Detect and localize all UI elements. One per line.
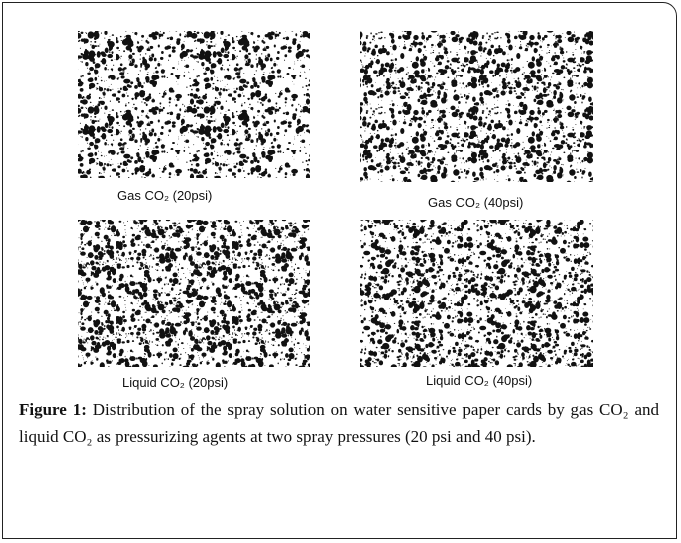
panel-label: Liquid CO₂ (40psi) xyxy=(426,373,532,388)
caption-label: Figure 1: xyxy=(19,400,87,419)
spray-card-image xyxy=(360,220,593,367)
caption-text: Distribution of the spray solution on wa… xyxy=(19,400,659,446)
panel-label: Gas CO₂ (20psi) xyxy=(117,188,212,203)
spray-card-image xyxy=(360,31,593,182)
figure-caption: Figure 1: Distribution of the spray solu… xyxy=(19,397,659,450)
panel-label: Gas CO₂ (40psi) xyxy=(428,195,523,210)
panel-label: Liquid CO₂ (20psi) xyxy=(122,375,228,390)
figure-images: Gas CO₂ (20psi) Gas CO₂ (40psi) Liquid C… xyxy=(78,31,593,390)
spray-card-image xyxy=(78,220,310,367)
spray-card-image xyxy=(78,31,310,178)
